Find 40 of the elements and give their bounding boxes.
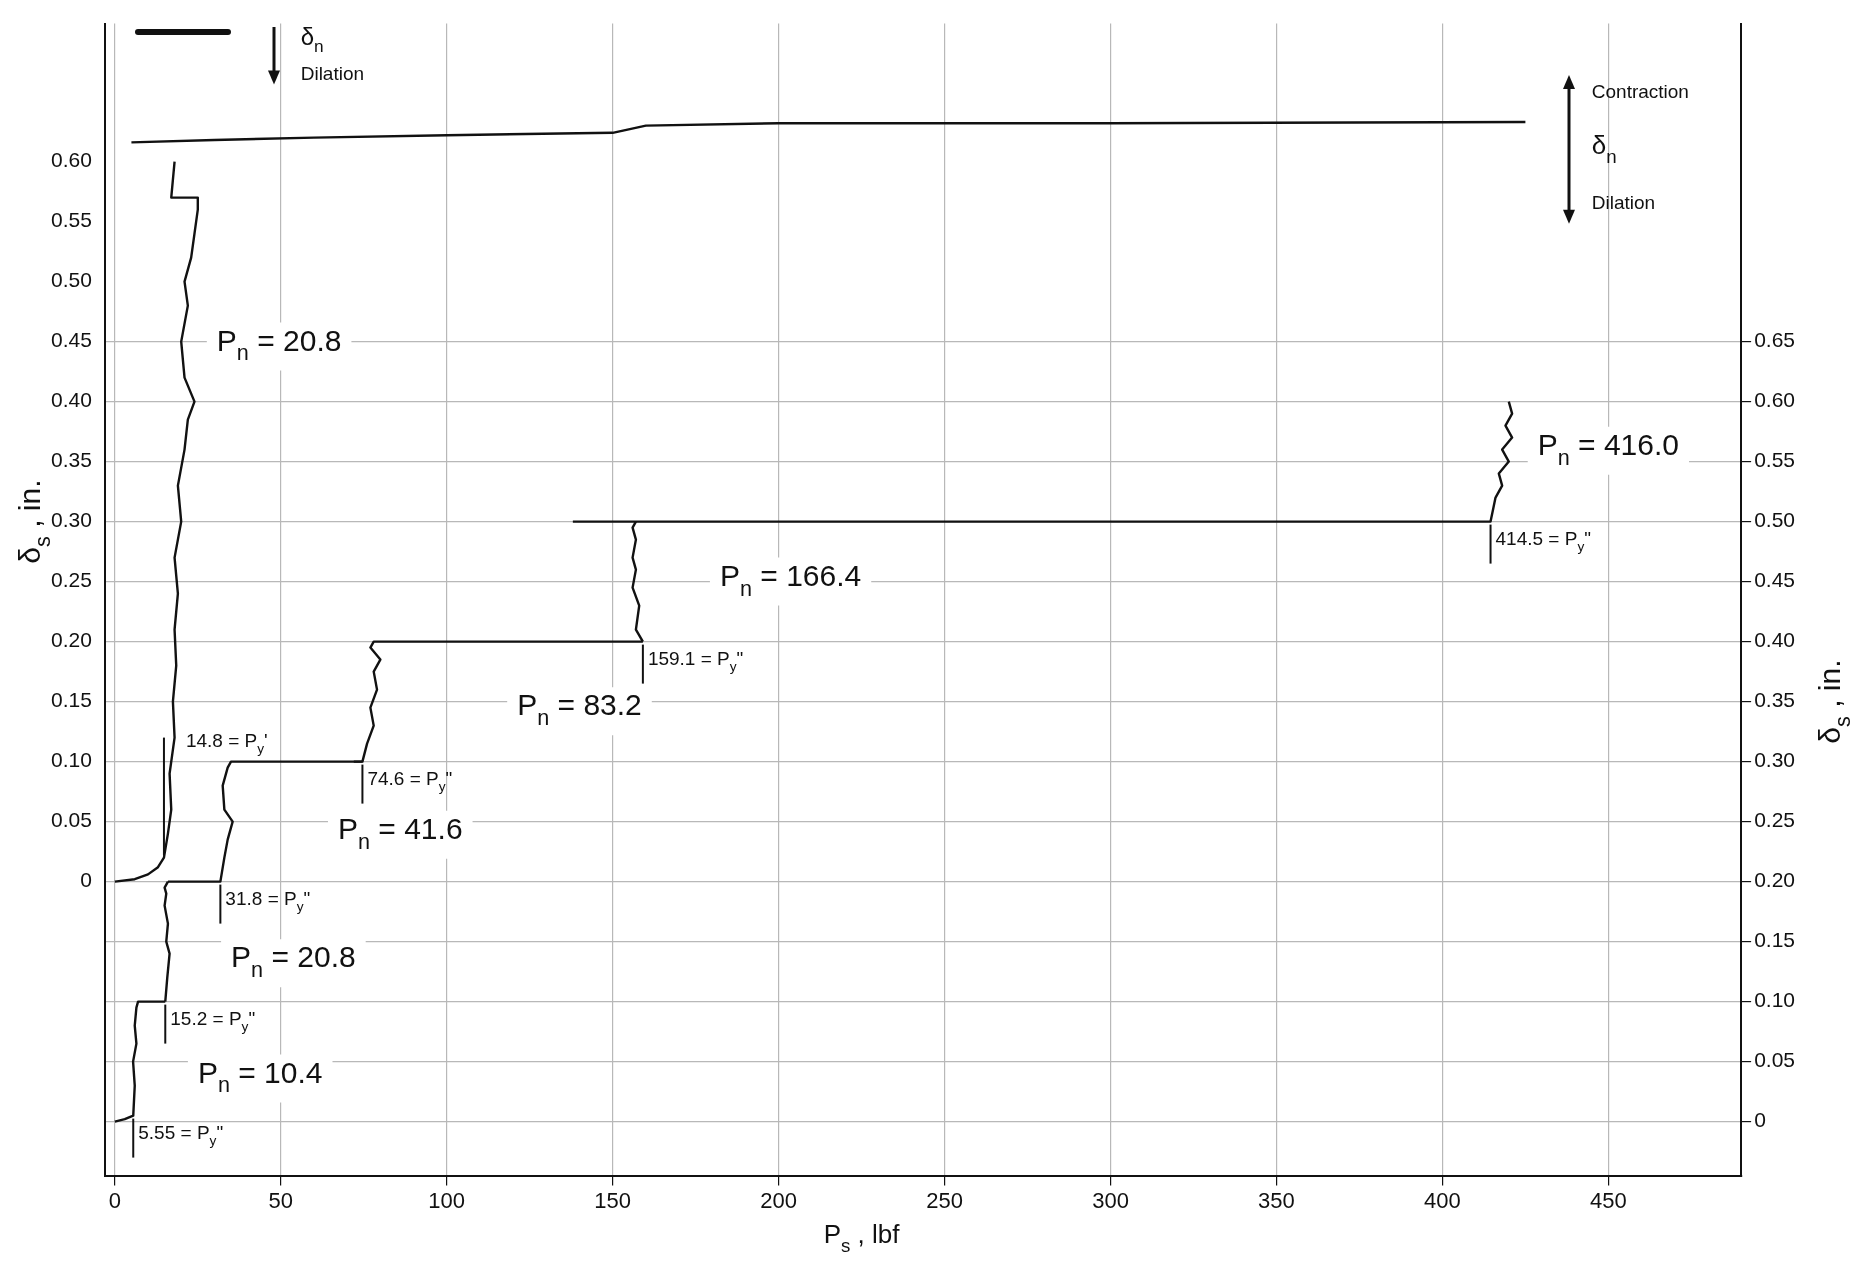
y-tick-label: 0.25 xyxy=(51,568,92,592)
x-tick-label: 350 xyxy=(1258,1187,1295,1213)
y2-tick-label: 0.45 xyxy=(1754,568,1795,592)
y-tick-label: 0.40 xyxy=(51,388,92,412)
x-tick-label: 200 xyxy=(760,1187,797,1213)
y-tick-label: 0.50 xyxy=(51,268,92,292)
annotation: Dilation xyxy=(1591,191,1656,213)
y-tick-label: 0.10 xyxy=(51,748,92,772)
y-tick-label: 0 xyxy=(80,868,92,892)
annotation: Dilation xyxy=(300,63,365,85)
x-tick-label: 250 xyxy=(926,1187,963,1213)
y2-tick-label: 0.40 xyxy=(1754,628,1795,652)
x-tick-label: 150 xyxy=(594,1187,632,1213)
y2-tick-label: 0.35 xyxy=(1754,688,1795,712)
x-tick-label: 0 xyxy=(108,1187,121,1213)
y-tick-label: 0.15 xyxy=(51,688,92,712)
y2-tick-label: 0.65 xyxy=(1754,328,1795,352)
y2-tick-label: 0.20 xyxy=(1754,868,1795,892)
x-tick-label: 400 xyxy=(1424,1187,1461,1213)
y-tick-label: 0.35 xyxy=(51,448,92,472)
y-tick-label: 0.55 xyxy=(51,208,92,232)
y2-tick-label: 0.10 xyxy=(1754,988,1795,1012)
x-tick-label: 100 xyxy=(428,1187,466,1213)
y-tick-label: 0.45 xyxy=(51,328,92,352)
y-tick-label: 0.05 xyxy=(51,808,92,832)
y2-tick-label: 0.30 xyxy=(1754,748,1795,772)
y-tick-label: 0.20 xyxy=(51,628,92,652)
y2-tick-label: 0 xyxy=(1754,1108,1766,1132)
y2-axis-title: δs , in. xyxy=(1813,659,1855,744)
y2-tick-label: 0.25 xyxy=(1754,808,1795,832)
y2-tick-label: 0.55 xyxy=(1754,448,1795,472)
x-tick-label: 300 xyxy=(1092,1187,1129,1213)
y-tick-label: 0.60 xyxy=(51,148,92,172)
annotation: Contraction xyxy=(1591,81,1689,103)
x-tick-label: 50 xyxy=(268,1187,294,1213)
y2-tick-label: 0.50 xyxy=(1754,508,1795,532)
y2-tick-label: 0.15 xyxy=(1754,928,1795,952)
x-tick-label: 450 xyxy=(1590,1187,1627,1213)
y2-tick-label: 0.60 xyxy=(1754,388,1795,412)
y2-tick-label: 0.05 xyxy=(1754,1048,1795,1072)
